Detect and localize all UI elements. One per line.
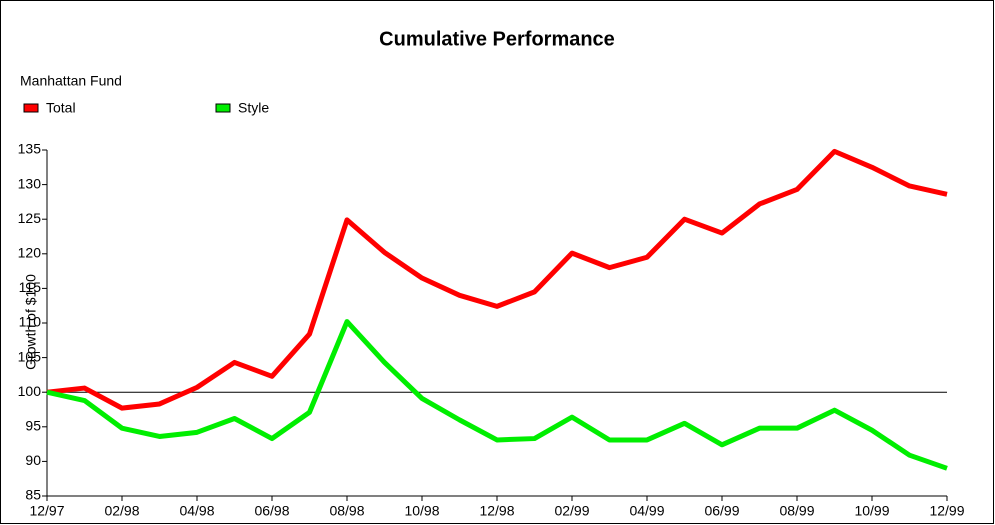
x-tick-label: 12/97 xyxy=(29,503,64,519)
x-tick-label: 12/99 xyxy=(929,503,964,519)
x-tick-label: 06/99 xyxy=(704,503,739,519)
x-tick-label: 08/98 xyxy=(329,503,364,519)
y-tick-label: 125 xyxy=(18,210,42,226)
y-tick-label: 135 xyxy=(18,141,42,157)
legend-swatch xyxy=(23,103,39,113)
x-tick-label: 04/98 xyxy=(179,503,214,519)
x-tick-label: 12/98 xyxy=(479,503,514,519)
y-tick-label: 115 xyxy=(19,279,42,295)
y-tick-label: 120 xyxy=(18,245,42,261)
x-tick-label: 04/99 xyxy=(629,503,664,519)
series-line xyxy=(46,319,948,471)
subtitle: Manhattan Fund xyxy=(20,73,122,89)
x-tick-label: 10/99 xyxy=(854,503,889,519)
legend-label: Total xyxy=(46,100,76,116)
y-tick-label: 85 xyxy=(25,487,41,503)
x-tick-label: 10/98 xyxy=(404,503,439,519)
legend-label: Style xyxy=(238,100,269,116)
x-tick-label: 02/98 xyxy=(104,503,139,519)
x-tick-label: 06/98 xyxy=(254,503,289,519)
y-tick-label: 95 xyxy=(25,418,41,434)
y-axis-label: Growth of $100 xyxy=(23,274,39,370)
y-tick-label: 100 xyxy=(18,383,42,399)
chart-title: Cumulative Performance xyxy=(379,28,615,50)
y-tick-label: 90 xyxy=(25,452,41,468)
y-tick-label: 105 xyxy=(18,348,42,364)
x-tick-label: 02/99 xyxy=(554,503,589,519)
series-line xyxy=(46,148,948,411)
y-tick-label: 110 xyxy=(19,314,42,330)
y-tick-label: 130 xyxy=(18,175,42,191)
x-tick-label: 08/99 xyxy=(779,503,814,519)
legend-swatch xyxy=(215,103,231,113)
